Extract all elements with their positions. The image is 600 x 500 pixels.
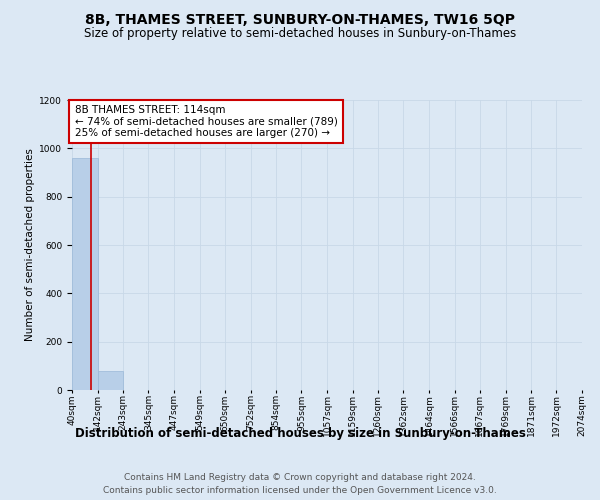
Text: Contains public sector information licensed under the Open Government Licence v3: Contains public sector information licen… [103,486,497,495]
Bar [98,370,123,390]
Text: 8B, THAMES STREET, SUNBURY-ON-THAMES, TW16 5QP: 8B, THAMES STREET, SUNBURY-ON-THAMES, TW… [85,12,515,26]
Y-axis label: Number of semi-detached properties: Number of semi-detached properties [25,148,35,342]
Text: Size of property relative to semi-detached houses in Sunbury-on-Thames: Size of property relative to semi-detach… [84,28,516,40]
Text: 8B THAMES STREET: 114sqm
← 74% of semi-detached houses are smaller (789)
25% of : 8B THAMES STREET: 114sqm ← 74% of semi-d… [74,105,337,138]
Bar [72,158,98,390]
Text: Distribution of semi-detached houses by size in Sunbury-on-Thames: Distribution of semi-detached houses by … [74,428,526,440]
Text: Contains HM Land Registry data © Crown copyright and database right 2024.: Contains HM Land Registry data © Crown c… [124,472,476,482]
